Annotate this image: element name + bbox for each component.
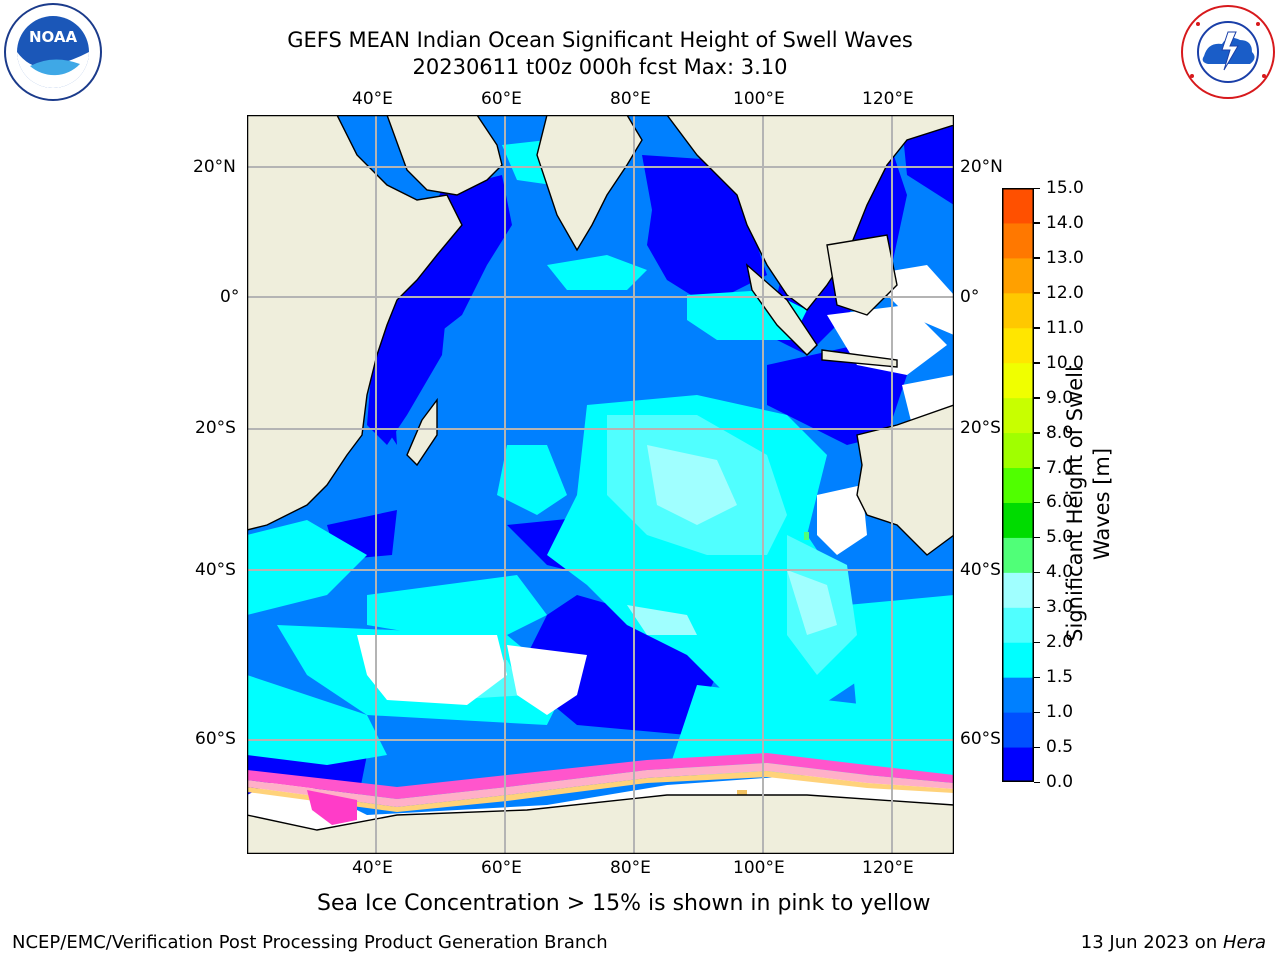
noaa-logo-icon: NOAA [4,3,102,101]
colorbar-band [1002,572,1034,608]
colorbar-band [1002,397,1034,434]
colorbar-tick-label: 4.0 [1046,562,1074,583]
map-title-line1: GEFS MEAN Indian Ocean Significant Heigh… [287,28,913,52]
colorbar-band [1002,642,1034,678]
colorbar-tick-label: 5.0 [1046,527,1074,548]
colorbar-tick-label: 11.0 [1046,317,1084,338]
colorbar-label-line1: Significant Height of Swell [1063,366,1087,642]
lat-label-right-60s: 60°S [960,729,1001,749]
colorbar-tick-mark [1034,571,1040,574]
sea-ice-caption: Sea Ice Concentration > 15% is shown in … [317,891,931,916]
colorbar-tick-label: 1.5 [1046,667,1074,688]
colorbar-tick-mark [1034,641,1040,644]
colorbar-tick-mark [1034,467,1040,469]
colorbar-tick-label: 2.0 [1046,632,1074,653]
colorbar-tick-mark [1034,222,1040,224]
lon-label-top-40e: 40°E [352,89,393,109]
colorbar-label-line2: Waves [m] [1090,447,1114,561]
colorbar-tick-mark [1034,327,1040,329]
lat-label-right-40s: 40°S [960,560,1001,580]
lon-label-bottom-120e: 120°E [862,858,914,878]
colorbar-tick-mark [1034,362,1040,364]
colorbar-tick-label: 0.0 [1046,772,1074,792]
lat-label-left-20s: 20°S [195,418,236,438]
colorbar-band [1002,327,1034,364]
colorbar-tick-label: 6.0 [1046,492,1074,513]
colorbar-tick-label: 12.0 [1046,282,1084,303]
colorbar-tick-label: 8.0 [1046,422,1074,443]
lon-label-top-120e: 120°E [862,89,914,109]
colorbar-tick-mark [1034,606,1040,609]
lat-label-left-20n: 20°N [193,157,236,177]
lon-label-top-60e: 60°E [481,89,522,109]
footer-date-text: 13 Jun 2023 on [1080,932,1223,953]
nws-logo-icon [1181,5,1275,99]
lon-label-bottom-100e: 100°E [733,858,785,878]
land-masses [247,115,954,854]
colorbar-band [1002,222,1034,259]
colorbar-band [1002,747,1034,782]
lon-label-top-80e: 80°E [610,89,651,109]
colorbar-tick-mark [1034,257,1040,259]
map-title-line2: 20230611 t00z 000h fcst Max: 3.10 [412,55,788,79]
lat-label-left-60s: 60°S [195,729,236,749]
lon-label-bottom-80e: 80°E [610,858,651,878]
colorbar-tick-label: 10.0 [1046,352,1084,373]
colorbar-tick-label: 0.5 [1046,737,1074,758]
lon-label-bottom-40e: 40°E [352,858,393,878]
colorbar-tick-label: 3.0 [1046,597,1074,618]
colorbar-tick-mark [1034,187,1040,189]
colorbar-band [1002,502,1034,538]
colorbar-tick-label: 9.0 [1046,387,1074,408]
footer-credit: NCEP/EMC/Verification Post Processing Pr… [12,932,608,953]
colorbar-tick-mark [1034,676,1040,679]
lat-label-right-20s: 20°S [960,418,1001,438]
colorbar-band [1002,292,1034,329]
swell-height-map [247,115,954,854]
colorbar-band [1002,537,1034,573]
colorbar-tick-mark [1034,292,1040,294]
footer-machine: Hera [1222,932,1266,953]
colorbar-tick-label: 14.0 [1046,212,1084,233]
colorbar-band [1002,432,1034,469]
colorbar-tick-mark [1034,397,1040,399]
footer-date: 13 Jun 2023 on Hera [1081,932,1266,954]
swell-band-2-3 [627,445,837,635]
colorbar-band [1002,362,1034,399]
colorbar-tick-label: 15.0 [1046,178,1084,198]
lat-label-right-20n: 20°N [960,157,1003,177]
noaa-logo-text: NOAA [29,28,78,46]
lon-label-top-100e: 100°E [733,89,785,109]
lat-label-left-0: 0° [220,287,240,307]
colorbar-tick-label: 13.0 [1046,247,1084,268]
colorbar-band [1002,677,1034,713]
colorbar-tick-mark [1034,711,1040,714]
colorbar-tick-mark [1034,536,1040,539]
lat-label-left-40s: 40°S [195,560,236,580]
colorbar-band [1002,467,1034,503]
colorbar-tick-mark [1034,501,1040,504]
colorbar-tick-label: 1.0 [1046,702,1074,723]
colorbar-band [1002,188,1034,224]
colorbar-band [1002,712,1034,748]
colorbar-band [1002,607,1034,643]
colorbar [1002,188,1034,782]
colorbar-tick-mark [1034,746,1040,749]
colorbar-tick-mark [1034,432,1040,434]
colorbar-tick-mark [1034,781,1040,783]
lat-label-right-0: 0° [960,287,980,307]
graticule [247,115,954,854]
colorbar-tick-label: 7.0 [1046,457,1074,478]
lon-label-bottom-60e: 60°E [481,858,522,878]
colorbar-band [1002,257,1034,294]
